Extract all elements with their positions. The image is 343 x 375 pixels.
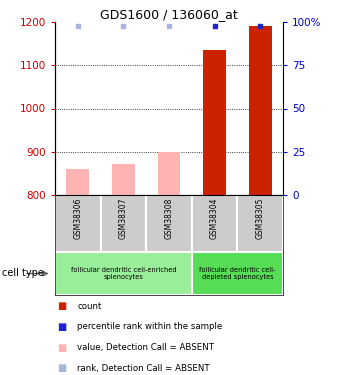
- Text: ■: ■: [57, 301, 67, 311]
- Text: GSM38308: GSM38308: [165, 198, 174, 239]
- Bar: [249, 26, 272, 195]
- Bar: [112, 164, 135, 195]
- Text: rank, Detection Call = ABSENT: rank, Detection Call = ABSENT: [77, 364, 210, 373]
- Text: ■: ■: [57, 342, 67, 352]
- Bar: [55, 252, 192, 295]
- Text: percentile rank within the sample: percentile rank within the sample: [77, 322, 223, 332]
- Text: follicular dendritic cell-enriched
splenocytes: follicular dendritic cell-enriched splen…: [71, 267, 176, 280]
- Text: follicular dendritic cell-
depleted splenocytes: follicular dendritic cell- depleted sple…: [199, 267, 275, 280]
- Bar: [192, 252, 283, 295]
- Bar: [146, 195, 192, 252]
- Text: GSM38306: GSM38306: [73, 198, 82, 239]
- Title: GDS1600 / 136060_at: GDS1600 / 136060_at: [100, 8, 238, 21]
- Text: ■: ■: [57, 322, 67, 332]
- Text: cell type: cell type: [2, 268, 44, 279]
- Bar: [192, 195, 237, 252]
- Bar: [67, 169, 89, 195]
- Text: count: count: [77, 302, 102, 311]
- Text: GSM38305: GSM38305: [256, 198, 265, 239]
- Text: GSM38307: GSM38307: [119, 198, 128, 239]
- Text: ■: ■: [57, 363, 67, 373]
- Bar: [55, 195, 100, 252]
- Bar: [237, 195, 283, 252]
- Bar: [100, 195, 146, 252]
- Text: value, Detection Call = ABSENT: value, Detection Call = ABSENT: [77, 343, 214, 352]
- Text: GSM38304: GSM38304: [210, 198, 219, 239]
- Bar: [203, 50, 226, 195]
- Bar: [157, 152, 180, 195]
